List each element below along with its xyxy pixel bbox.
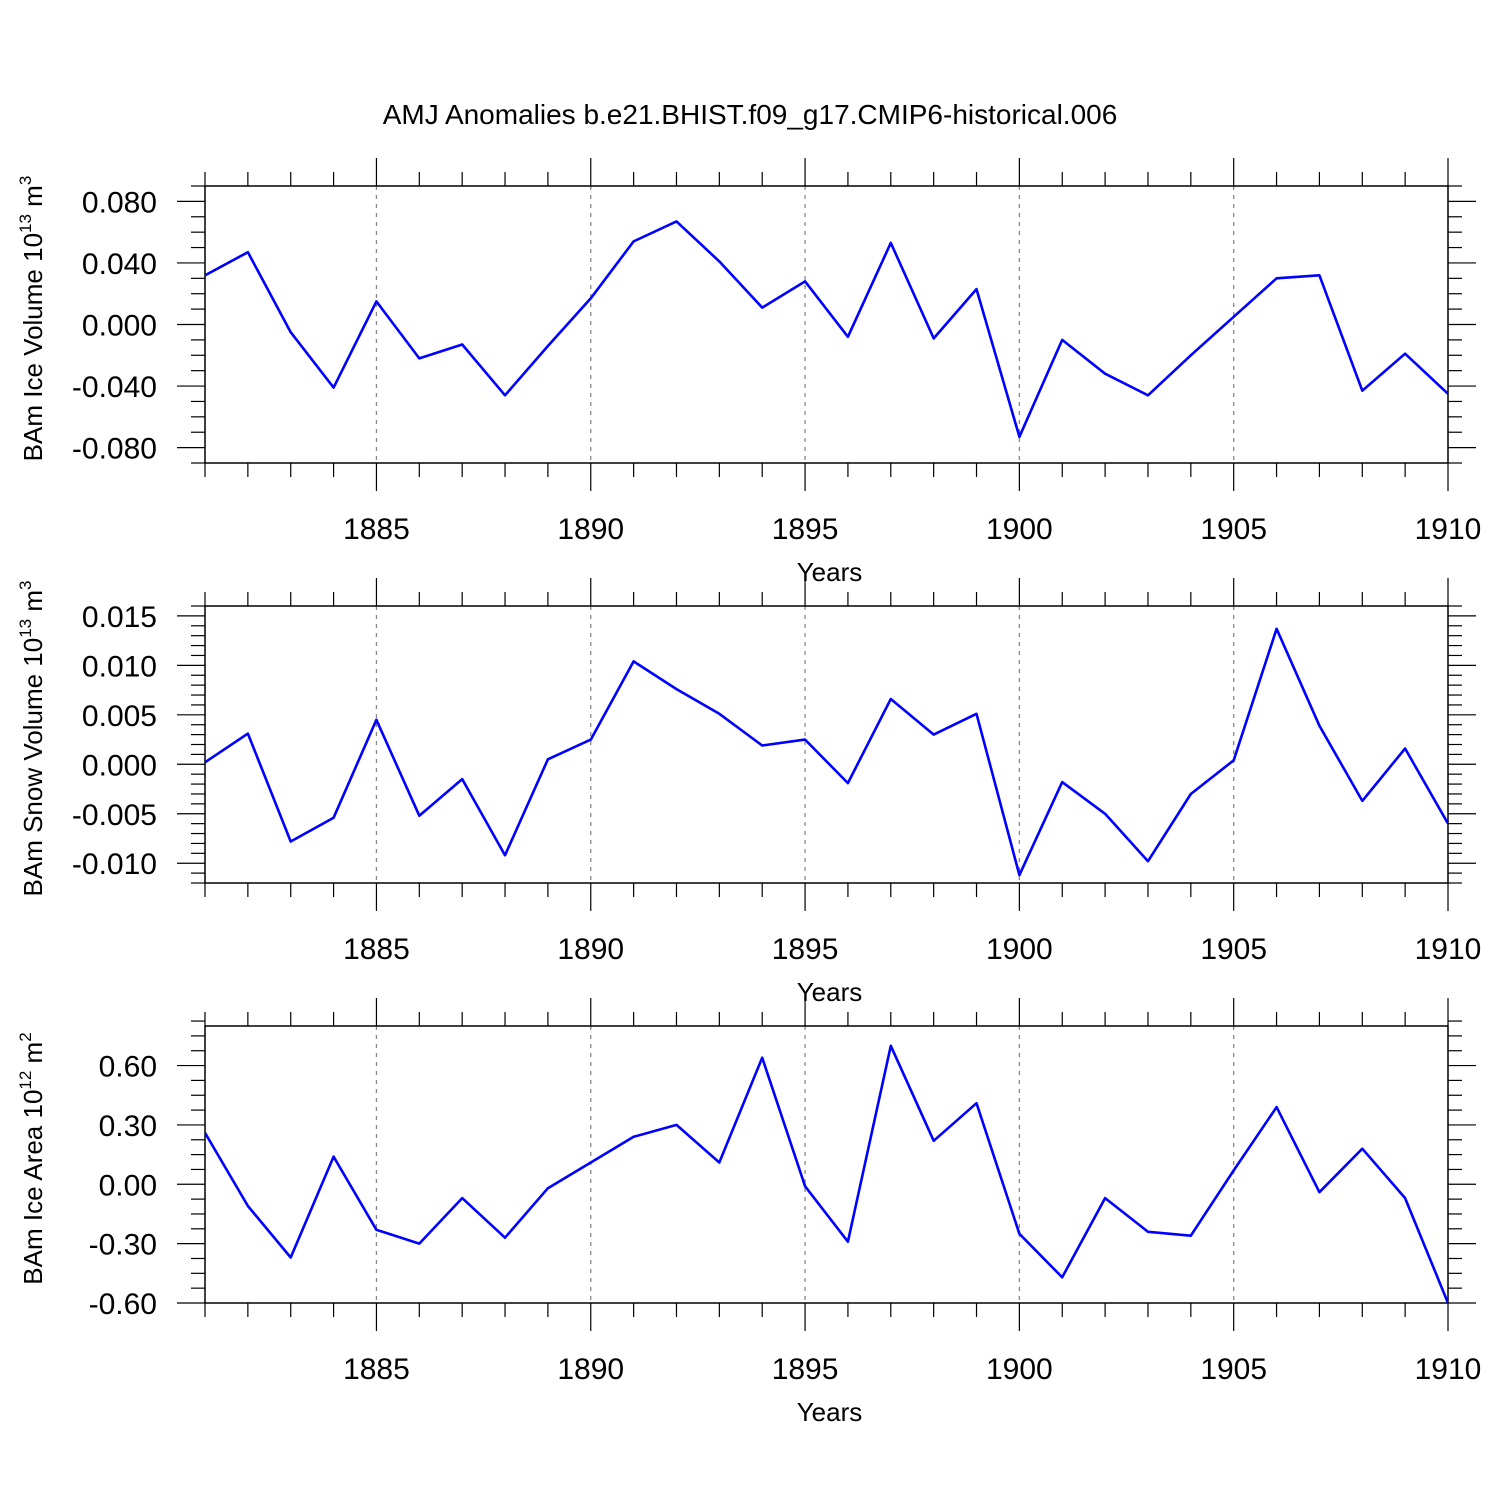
y-axis-label: BAm Ice Area 1012 m2 xyxy=(16,1032,48,1284)
x-tick-label: 1910 xyxy=(1415,513,1482,546)
y-axis-label-ylabel-sup: 13 xyxy=(16,619,35,638)
plot-frame xyxy=(204,185,1449,464)
y-axis-label-ylabel-main: BAm Ice Area 10 xyxy=(18,1090,48,1285)
y-axis-label: BAm Ice Volume 1013 m3 xyxy=(16,176,48,462)
x-tick-label: 1900 xyxy=(986,933,1053,966)
x-tick-label: 1900 xyxy=(986,1353,1053,1386)
x-tick-label: 1885 xyxy=(343,1353,410,1386)
x-tick-label: 1905 xyxy=(1200,933,1267,966)
x-axis-label: Years xyxy=(797,1397,863,1427)
x-tick-label: 1890 xyxy=(557,513,624,546)
y-axis-label-ylabel-unit-sup: 2 xyxy=(16,1032,35,1041)
y-axis-label-ylabel-main: BAm Ice Volume 10 xyxy=(18,233,48,461)
y-tick-label: 0.000 xyxy=(82,749,157,782)
series-line xyxy=(205,627,1448,877)
x-tick-label: 1895 xyxy=(772,1353,839,1386)
y-axis-label-ylabel-unit-sup: 3 xyxy=(16,176,35,185)
y-tick-label: 0.040 xyxy=(82,248,157,281)
y-tick-label: 0.60 xyxy=(99,1051,157,1084)
x-axis-label: Years xyxy=(797,557,863,587)
plot-frame xyxy=(204,605,1449,884)
x-axis-label: Years xyxy=(797,977,863,1007)
x-tick-label: 1885 xyxy=(343,933,410,966)
y-axis-label-ylabel-main: BAm Snow Volume 10 xyxy=(18,638,48,897)
x-tick-label: 1910 xyxy=(1415,1353,1482,1386)
x-tick-label: 1895 xyxy=(772,933,839,966)
series-line xyxy=(205,220,1448,439)
y-axis-label: BAm Snow Volume 1013 m3 xyxy=(16,581,48,897)
x-tick-label: 1885 xyxy=(343,513,410,546)
y-tick-label: -0.30 xyxy=(89,1229,157,1262)
y-tick-label: -0.080 xyxy=(72,433,157,466)
y-tick-label: 0.000 xyxy=(82,310,157,343)
figure-title: AMJ Anomalies b.e21.BHIST.f09_g17.CMIP6-… xyxy=(383,99,1118,130)
chart-panel-2: -0.010 -0.005 0.000 0.005 0.010 0.015 1885 1890… xyxy=(16,578,1481,1007)
y-tick-label: -0.005 xyxy=(72,799,157,832)
x-tick-label: 1890 xyxy=(557,933,624,966)
chart-panel-1: -0.080 -0.040 0.000 0.040 0.080 1885 1890 1895 1… xyxy=(16,158,1481,587)
x-tick-label: 1890 xyxy=(557,1353,624,1386)
y-tick-label: -0.040 xyxy=(72,371,157,404)
y-axis-label-ylabel-unit: m xyxy=(18,1042,48,1071)
y-axis-label-ylabel-sup: 12 xyxy=(16,1071,35,1090)
y-tick-label: -0.60 xyxy=(89,1288,157,1321)
x-tick-label: 1895 xyxy=(772,513,839,546)
x-tick-label: 1905 xyxy=(1200,1353,1267,1386)
plot-frame xyxy=(204,1025,1449,1304)
y-tick-label: -0.010 xyxy=(72,848,157,881)
y-axis-label-ylabel-unit-sup: 3 xyxy=(16,581,35,590)
y-tick-label: 0.080 xyxy=(82,186,157,219)
chart-panel-3: -0.60 -0.30 0.00 0.30 0.60 1885 1890 1895 1900 19… xyxy=(16,998,1481,1427)
y-tick-label: 0.005 xyxy=(82,700,157,733)
y-axis-label-ylabel-sup: 13 xyxy=(16,214,35,233)
y-tick-label: 0.00 xyxy=(99,1169,157,1202)
x-tick-label: 1900 xyxy=(986,513,1053,546)
y-tick-label: 0.30 xyxy=(99,1110,157,1143)
y-axis-label-ylabel-unit: m xyxy=(18,185,48,214)
y-axis-label-ylabel-unit: m xyxy=(18,590,48,619)
y-tick-label: 0.010 xyxy=(82,650,157,683)
x-tick-label: 1910 xyxy=(1415,933,1482,966)
series-line xyxy=(205,1044,1448,1303)
x-tick-label: 1905 xyxy=(1200,513,1267,546)
y-tick-label: 0.015 xyxy=(82,601,157,634)
